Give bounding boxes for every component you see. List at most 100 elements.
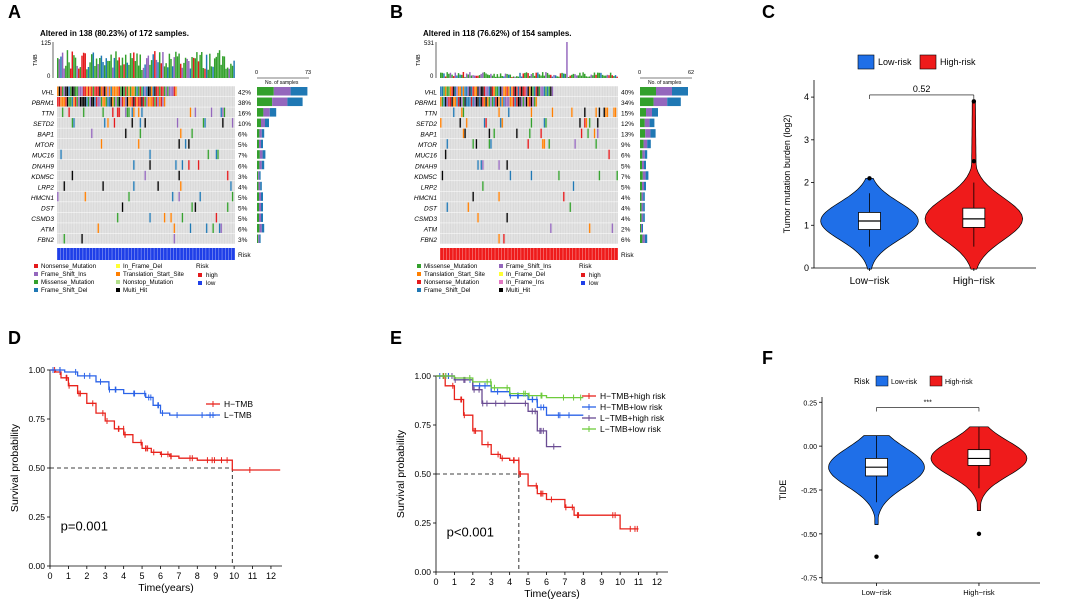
mutation-cell [191, 128, 193, 139]
tmb-bar [147, 55, 150, 78]
risk-bar [440, 248, 618, 260]
legend-label: high [206, 272, 218, 279]
samples-axis-label: No. of samples [648, 80, 682, 86]
x-tick-label: 9 [599, 577, 604, 587]
frequency-bar [640, 192, 642, 201]
tmb-bar [469, 72, 471, 78]
tmb-bar [485, 73, 487, 78]
oncoplot-title: Altered in 118 (76.62%) of 154 samples. [423, 29, 572, 38]
tmb-bar [572, 73, 575, 78]
gene-percentage: 4% [621, 205, 631, 212]
tmb-bar [574, 74, 576, 78]
mutation-cell [603, 107, 606, 118]
mutation-cell [459, 118, 462, 128]
samples-axis-label: No. of samples [265, 80, 299, 86]
y-tick-label: 0.00 [414, 567, 431, 577]
tmb-bar [81, 55, 83, 78]
mutation-cell [128, 107, 130, 118]
frequency-bar [261, 202, 263, 212]
tmb-bar [144, 64, 146, 78]
mutation-cell [92, 97, 95, 107]
mutation-cell [144, 97, 146, 107]
y-tick-label: 0.25 [28, 512, 45, 522]
mutation-cell [82, 97, 85, 107]
tmb-bar [74, 57, 77, 78]
mutation-cell [514, 86, 517, 97]
legend-swatch [417, 288, 421, 292]
tmb-bar [456, 75, 458, 78]
frequency-bar [261, 118, 265, 128]
y-tick-label: 0.50 [28, 463, 45, 473]
tmb-bar [178, 53, 180, 78]
mutation-cell [107, 97, 109, 107]
frequency-bar [643, 139, 648, 149]
mutation-cell [454, 97, 457, 107]
mutation-cell [149, 149, 151, 160]
tmb-axis-min: 0 [47, 74, 51, 80]
tmb-bar [501, 75, 503, 78]
mutation-cell [95, 86, 98, 97]
tmb-bar [173, 57, 175, 78]
mutation-cell [486, 97, 489, 107]
mutation-cell [533, 86, 536, 97]
mutation-cell [144, 170, 146, 181]
mutation-cell [524, 86, 526, 97]
tmb-bar [443, 73, 445, 78]
tmb-bar [588, 76, 591, 78]
mutation-cell [230, 181, 232, 191]
frequency-bar [640, 171, 643, 180]
tmb-bar [598, 72, 601, 78]
mutation-cell [181, 212, 184, 223]
mutation-cell [222, 107, 224, 118]
gene-percentage: 4% [621, 195, 631, 202]
tmb-bar [571, 74, 573, 78]
legend-label: Frame_Shift_Ins [41, 271, 86, 278]
tmb-axis-min: 0 [430, 74, 434, 80]
tmb-bar [473, 75, 476, 78]
x-tick-label: 8 [581, 577, 586, 587]
mutation-cell [112, 107, 114, 118]
mutation-cell [178, 191, 180, 202]
tmb-bar [459, 74, 461, 78]
legend-label: low [589, 280, 599, 287]
mutation-cell [532, 86, 534, 97]
x-tick-label: 2 [84, 571, 89, 581]
mutation-cell [154, 86, 156, 97]
mutation-cell [543, 118, 546, 128]
mutation-cell [493, 128, 496, 139]
mutation-cell [124, 86, 127, 97]
mutation-cell [503, 86, 505, 97]
mutation-cell [134, 86, 137, 97]
x-tick-label: 7 [176, 571, 181, 581]
tmb-bar [444, 76, 447, 78]
tmb-bar [115, 51, 117, 78]
mutation-cell [73, 86, 75, 97]
panel-letter-a: A [8, 2, 21, 22]
boxplot-box [967, 449, 991, 466]
tmb-bar [223, 56, 226, 78]
mutation-cell [173, 86, 176, 97]
tmb-bar [65, 65, 67, 78]
mutation-cell [478, 86, 481, 97]
x-tick-label: 9 [213, 571, 218, 581]
mutation-cell [136, 86, 138, 97]
mutation-cell [155, 97, 158, 107]
legend-label: Frame_Shift_Ins [506, 263, 551, 270]
gene-label: BAP1 [37, 132, 54, 139]
mutation-cell [141, 107, 143, 118]
legend-swatch [417, 264, 421, 268]
legend-swatch [34, 272, 38, 276]
tmb-bar [99, 57, 101, 78]
gene-percentage: 9% [621, 142, 631, 149]
tmb-bar [553, 74, 555, 78]
mutation-cell [73, 118, 75, 128]
tmb-bar [509, 74, 512, 78]
survival-curve-1 [436, 375, 584, 416]
mutation-cell [584, 107, 586, 118]
mutation-cell [97, 86, 100, 97]
mutation-cell [92, 86, 95, 97]
tmb-bar [512, 76, 515, 78]
mutation-cell [524, 97, 526, 107]
frequency-bar [259, 213, 261, 222]
legend-title: Risk [854, 377, 871, 386]
